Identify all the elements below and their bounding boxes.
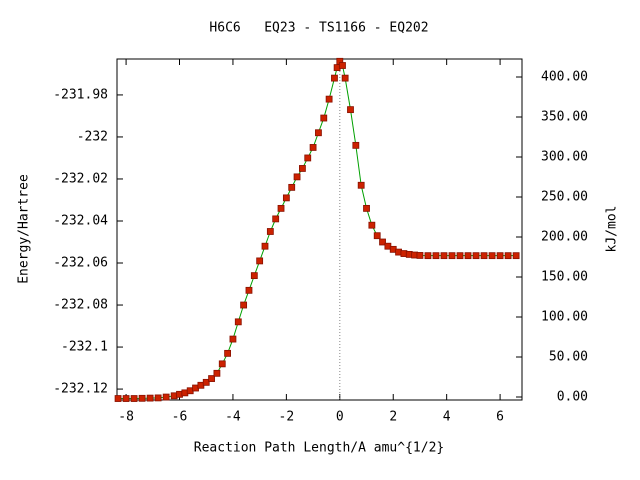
data-point <box>245 286 253 294</box>
y2-axis-label: kJ/mol <box>605 206 620 253</box>
data-point <box>368 221 376 229</box>
data-point <box>224 349 232 357</box>
y2-tick-label: 250.00 <box>541 190 588 205</box>
data-point <box>130 395 138 402</box>
data-point <box>339 62 346 69</box>
data-point <box>488 252 496 260</box>
y2-tick-label: 400.00 <box>541 70 588 85</box>
y-tick-label: -232.08 <box>53 298 108 313</box>
data-point <box>213 369 221 377</box>
x-tick-label: 4 <box>443 410 451 425</box>
y2-tick-label: 200.00 <box>541 230 588 245</box>
data-point <box>218 360 226 368</box>
data-point <box>309 144 317 151</box>
x-tick-label: -2 <box>279 410 295 425</box>
data-point <box>146 394 154 402</box>
data-point <box>424 252 432 260</box>
data-point <box>416 252 424 259</box>
data-point <box>277 204 285 212</box>
data-point <box>208 375 215 382</box>
data-point <box>352 141 360 149</box>
data-point <box>114 395 122 402</box>
data-point <box>315 129 322 137</box>
data-point <box>234 318 242 326</box>
x-tick-label: 6 <box>496 410 504 425</box>
y-tick-label: -232.1 <box>61 340 108 355</box>
data-point <box>347 106 354 114</box>
data-point <box>229 335 237 343</box>
data-point <box>331 74 338 82</box>
data-point <box>363 204 370 212</box>
x-tick-label: -4 <box>225 410 241 425</box>
data-point <box>299 165 306 172</box>
x-tick-label: -8 <box>118 410 134 425</box>
y-tick-label: -231.98 <box>53 87 108 102</box>
data-point <box>472 252 480 260</box>
data-point <box>272 215 280 223</box>
data-point <box>432 252 440 260</box>
data-point <box>154 394 162 402</box>
data-point <box>373 232 381 240</box>
data-point <box>138 394 146 402</box>
data-point <box>256 257 264 265</box>
data-point <box>379 238 386 246</box>
data-point <box>357 181 365 189</box>
y-tick-label: -232.04 <box>53 213 108 228</box>
data-point <box>282 194 290 202</box>
plot-frame <box>116 58 523 401</box>
data-point <box>496 252 504 260</box>
data-point <box>320 114 328 122</box>
y2-tick-label: 50.00 <box>549 350 588 365</box>
data-point <box>448 252 456 260</box>
data-point <box>240 301 248 309</box>
y2-tick-label: 350.00 <box>541 110 588 125</box>
data-point <box>162 393 170 401</box>
data-point <box>261 242 269 250</box>
data-point <box>504 252 512 260</box>
data-point <box>464 252 472 260</box>
y2-tick-label: 300.00 <box>541 150 588 165</box>
y-axis-label: Energy/Hartree <box>17 174 32 284</box>
x-axis-label: Reaction Path Length/A amu^{1/2} <box>194 441 444 456</box>
chart-title: H6C6 EQ23 - TS1166 - EQ202 <box>209 21 428 36</box>
energy-line <box>118 60 517 400</box>
y2-tick-label: 0.00 <box>557 390 588 405</box>
y-tick-label: -232.02 <box>53 171 108 186</box>
y2-tick-label: 100.00 <box>541 310 588 325</box>
data-point <box>250 272 258 280</box>
data-point <box>122 395 130 402</box>
data-point <box>202 378 210 386</box>
data-point <box>480 252 488 260</box>
data-point <box>288 183 296 191</box>
data-point <box>341 74 349 82</box>
data-point <box>266 228 274 235</box>
y-tick-label: -232.12 <box>53 382 108 397</box>
x-tick-label: -6 <box>172 410 188 425</box>
y-tick-label: -232.06 <box>53 256 108 271</box>
data-point <box>512 252 520 260</box>
data-point <box>293 173 301 181</box>
x-tick-label: 0 <box>336 410 344 425</box>
data-point <box>325 95 333 103</box>
x-tick-label: 2 <box>389 410 397 425</box>
y-tick-label: -232 <box>77 129 108 144</box>
data-point <box>440 252 448 260</box>
y2-tick-label: 150.00 <box>541 270 588 285</box>
data-point <box>304 154 312 162</box>
data-point <box>456 252 464 260</box>
